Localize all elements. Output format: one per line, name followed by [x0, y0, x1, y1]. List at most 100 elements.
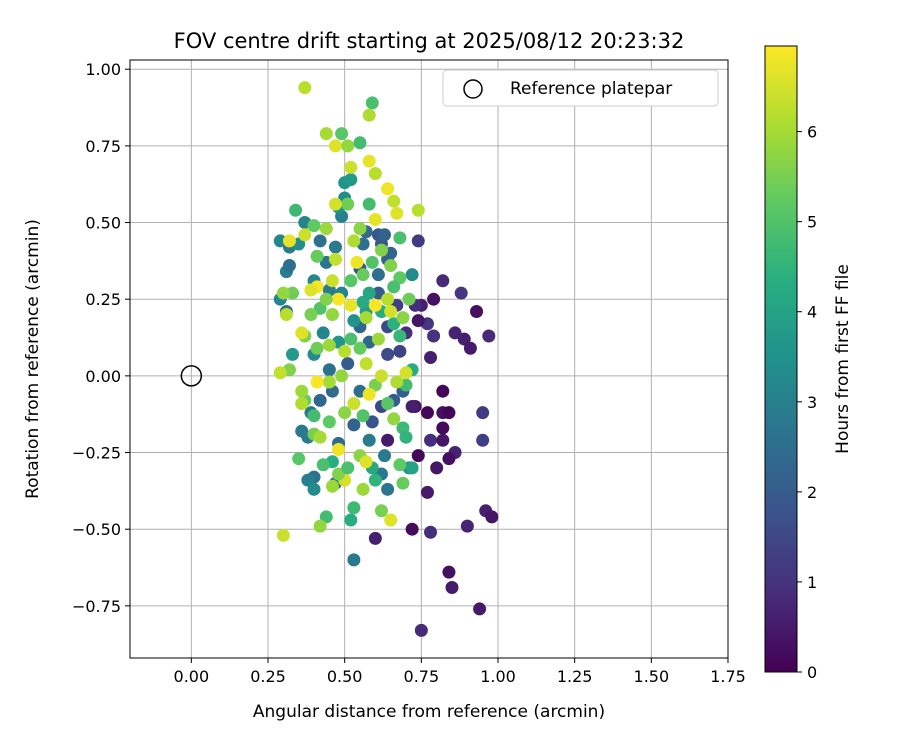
data-point [295, 424, 309, 438]
data-point [430, 461, 444, 475]
data-point [350, 255, 364, 269]
data-point [332, 292, 346, 306]
data-point [393, 458, 407, 472]
data-point [325, 308, 339, 322]
data-point [316, 326, 330, 340]
data-point [362, 154, 376, 168]
y-tick-label: −0.50 [72, 520, 121, 539]
data-point [365, 415, 379, 429]
data-point [316, 458, 330, 472]
data-point [298, 228, 312, 242]
data-point [328, 240, 342, 254]
data-point [365, 96, 379, 110]
data-point [304, 283, 318, 297]
data-point [353, 341, 367, 355]
data-point [341, 461, 355, 475]
data-point [307, 219, 321, 233]
data-point [298, 81, 312, 95]
data-point [473, 602, 487, 616]
data-point [442, 452, 456, 466]
data-point [347, 418, 361, 432]
legend-entry-reference: Reference platepar [510, 79, 672, 99]
data-point [295, 384, 309, 398]
data-point [328, 197, 342, 211]
data-point [387, 194, 401, 208]
y-tick-label: −0.75 [72, 597, 121, 616]
data-point [347, 314, 361, 328]
legend-box [442, 69, 719, 107]
data-point [313, 234, 327, 248]
data-point [319, 292, 333, 306]
data-point [273, 366, 287, 380]
data-point [356, 409, 370, 423]
colorbar-tick-label: 5 [807, 213, 817, 232]
data-point [286, 286, 300, 300]
data-point [347, 553, 361, 567]
data-point [424, 525, 438, 539]
data-point [332, 442, 346, 456]
data-point [420, 485, 434, 499]
data-point [442, 406, 456, 420]
data-point [301, 473, 315, 487]
data-point [448, 326, 462, 340]
colorbar-label: Hours from first FF file [833, 264, 853, 454]
colorbar-tick-label: 0 [807, 663, 817, 682]
data-point [374, 369, 388, 383]
data-point [353, 136, 367, 150]
data-point [313, 393, 327, 407]
data-point [344, 160, 358, 174]
y-tick-label: 0.25 [85, 290, 121, 309]
data-point [371, 268, 385, 282]
data-point [368, 166, 382, 180]
data-point [476, 406, 490, 420]
data-point [307, 409, 321, 423]
data-point [460, 519, 474, 533]
data-point [485, 510, 499, 524]
data-point [476, 433, 490, 447]
data-point [276, 528, 290, 542]
legend-reference-icon [463, 79, 483, 99]
data-point [365, 255, 379, 269]
data-point [362, 197, 376, 211]
data-point [338, 344, 352, 358]
plot-frame [129, 59, 729, 659]
data-point [393, 344, 407, 358]
data-point [402, 292, 416, 306]
chart-title: FOV centre drift starting at 2025/08/12 … [174, 29, 685, 53]
data-point [276, 286, 290, 300]
colorbar-ticks: 0 1 2 3 4 5 6 [797, 123, 817, 682]
data-point [341, 139, 355, 153]
data-point [282, 258, 296, 272]
x-tick-label: 0.75 [404, 667, 440, 686]
x-tick-label: 0.25 [250, 667, 286, 686]
data-point [328, 139, 342, 153]
data-point [384, 304, 398, 318]
colorbar-tick-label: 6 [807, 123, 817, 142]
data-point [347, 234, 361, 248]
data-point [399, 430, 413, 444]
data-point [307, 482, 321, 496]
data-point [295, 326, 309, 340]
data-point [356, 268, 370, 282]
data-point [295, 396, 309, 410]
data-point [310, 341, 324, 355]
data-point [319, 127, 333, 141]
data-point [328, 252, 342, 266]
data-point [325, 274, 339, 288]
y-axis-ticks: −0.75 −0.50 −0.25 0.00 0.25 0.50 0.75 1.00 [72, 60, 130, 616]
data-point [310, 375, 324, 389]
colorbar-tick-label: 1 [807, 573, 817, 592]
data-point [393, 271, 407, 285]
data-point [356, 295, 370, 309]
data-point [368, 531, 382, 545]
data-point [368, 298, 382, 312]
data-point [381, 347, 395, 361]
colorbar: 0 1 2 3 4 5 6 Hours from first FF file [764, 45, 853, 682]
y-tick-label: −0.25 [72, 444, 121, 463]
data-point [427, 292, 441, 306]
data-point [424, 433, 438, 447]
data-point [368, 212, 382, 226]
data-point [405, 268, 419, 282]
data-point [374, 504, 388, 518]
